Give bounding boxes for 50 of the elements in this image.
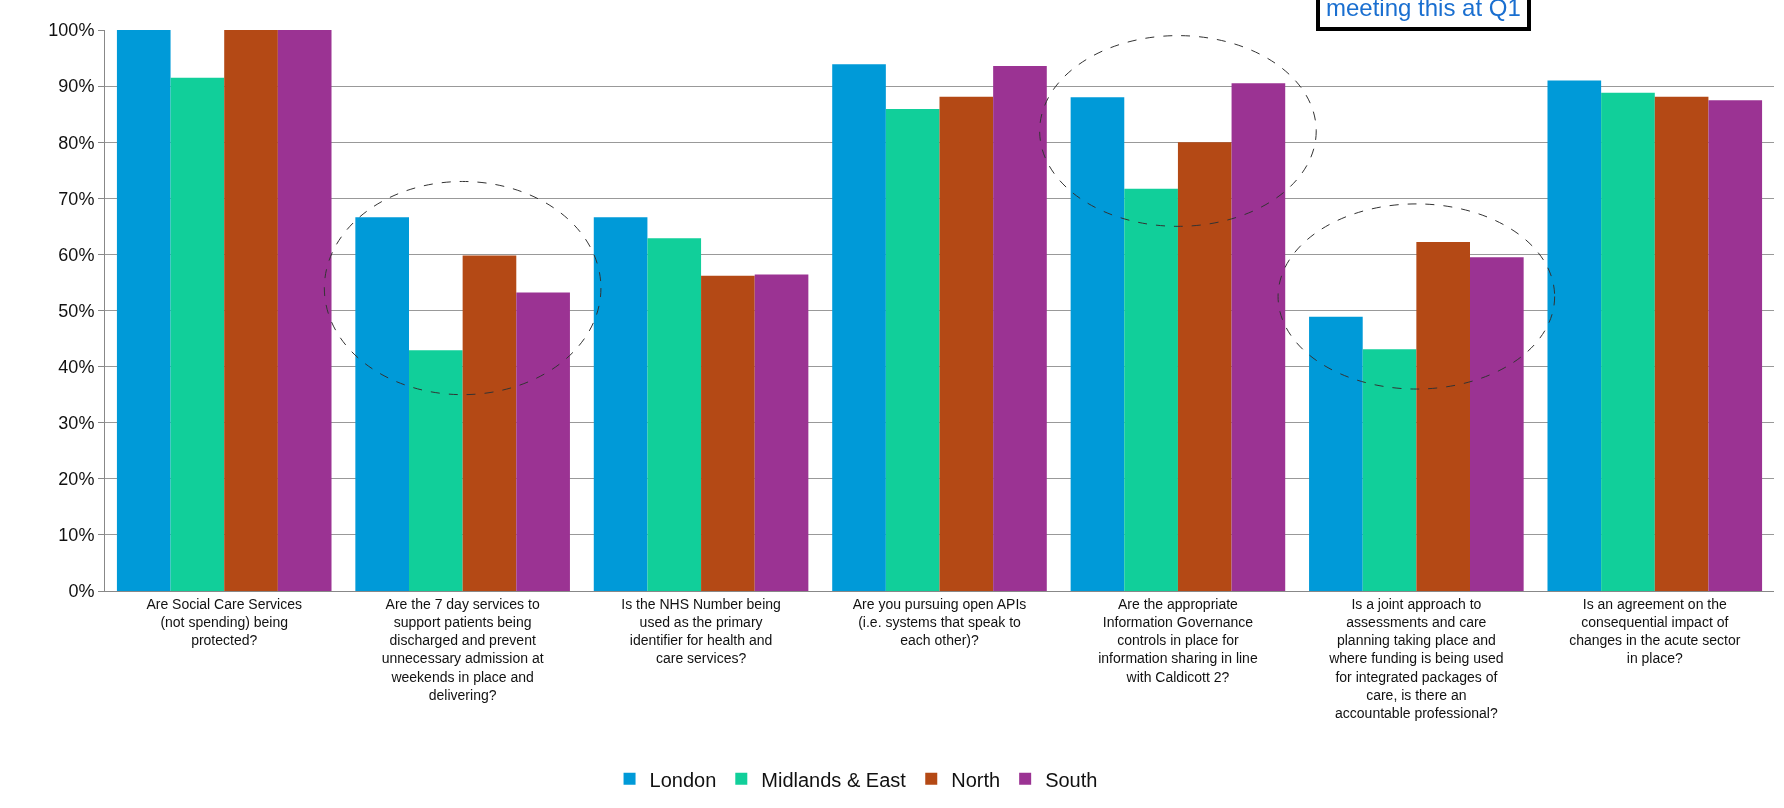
y-tick-label: 30%	[58, 413, 95, 433]
bar	[701, 275, 755, 591]
bar	[1177, 142, 1232, 591]
bar	[1070, 97, 1125, 591]
legend-label: London	[649, 768, 717, 791]
bar	[1309, 316, 1363, 591]
bar	[1124, 188, 1178, 591]
bar	[1231, 83, 1286, 591]
x-tick-label: Is a joint approach to assessments and care planning taking place and where funding is being used for integrated packages of care, is there an accountable professional?	[1328, 595, 1504, 721]
legend-label: North	[951, 768, 1001, 791]
bar	[1547, 80, 1602, 591]
y-tick-label: 70%	[58, 188, 95, 209]
bar	[593, 217, 648, 591]
bar	[277, 30, 332, 591]
bar	[647, 238, 702, 591]
bar	[1708, 100, 1763, 591]
x-tick-label: Are the 7 day services to support patients being discharged and prevent unnecessary admission at weekends in place and delivering?	[381, 595, 544, 703]
y-tick-label: 10%	[58, 525, 95, 546]
bar	[224, 30, 278, 591]
bar	[462, 255, 517, 591]
bar	[1470, 257, 1524, 591]
y-tick-label: 0%	[68, 581, 95, 602]
y-tick-label: 100%	[48, 20, 95, 41]
bar	[832, 64, 886, 591]
y-tick-label: 80%	[58, 132, 95, 153]
bar	[754, 274, 809, 591]
y-tick-label: 60%	[58, 244, 95, 265]
bar	[1416, 242, 1470, 591]
bar	[355, 217, 409, 591]
bar	[1362, 349, 1417, 591]
y-tick-label: 20%	[58, 469, 95, 490]
x-tick-label: Are the appropriate Information Governance controls in place for information sharing in line with Caldicott 2?	[1098, 595, 1258, 685]
x-tick-label: Are Social Care Services (not spending) being protected?	[146, 595, 303, 649]
legend-label: Midlands & East	[761, 768, 907, 791]
bar	[409, 350, 463, 591]
x-tick-label: Is an agreement on the consequential impact of changes in the acute sector in place?	[1569, 595, 1741, 667]
bar	[993, 65, 1047, 591]
bar	[170, 77, 225, 591]
y-tick-label: 50%	[58, 300, 95, 321]
bar	[885, 109, 940, 591]
y-tick-label: 90%	[58, 76, 95, 97]
x-tick-label: Are you pursuing open APIs (i.e. systems that speak to each other)?	[852, 595, 1027, 649]
bar	[1601, 92, 1655, 591]
y-tick-label: 40%	[58, 356, 95, 377]
x-tick-label: Is the NHS Number being used as the primary identifier for health and care services?	[621, 595, 781, 667]
bar	[1654, 96, 1709, 591]
bar	[116, 30, 171, 591]
legend-label: South	[1045, 768, 1098, 791]
bar	[516, 292, 570, 591]
bar	[939, 96, 994, 591]
